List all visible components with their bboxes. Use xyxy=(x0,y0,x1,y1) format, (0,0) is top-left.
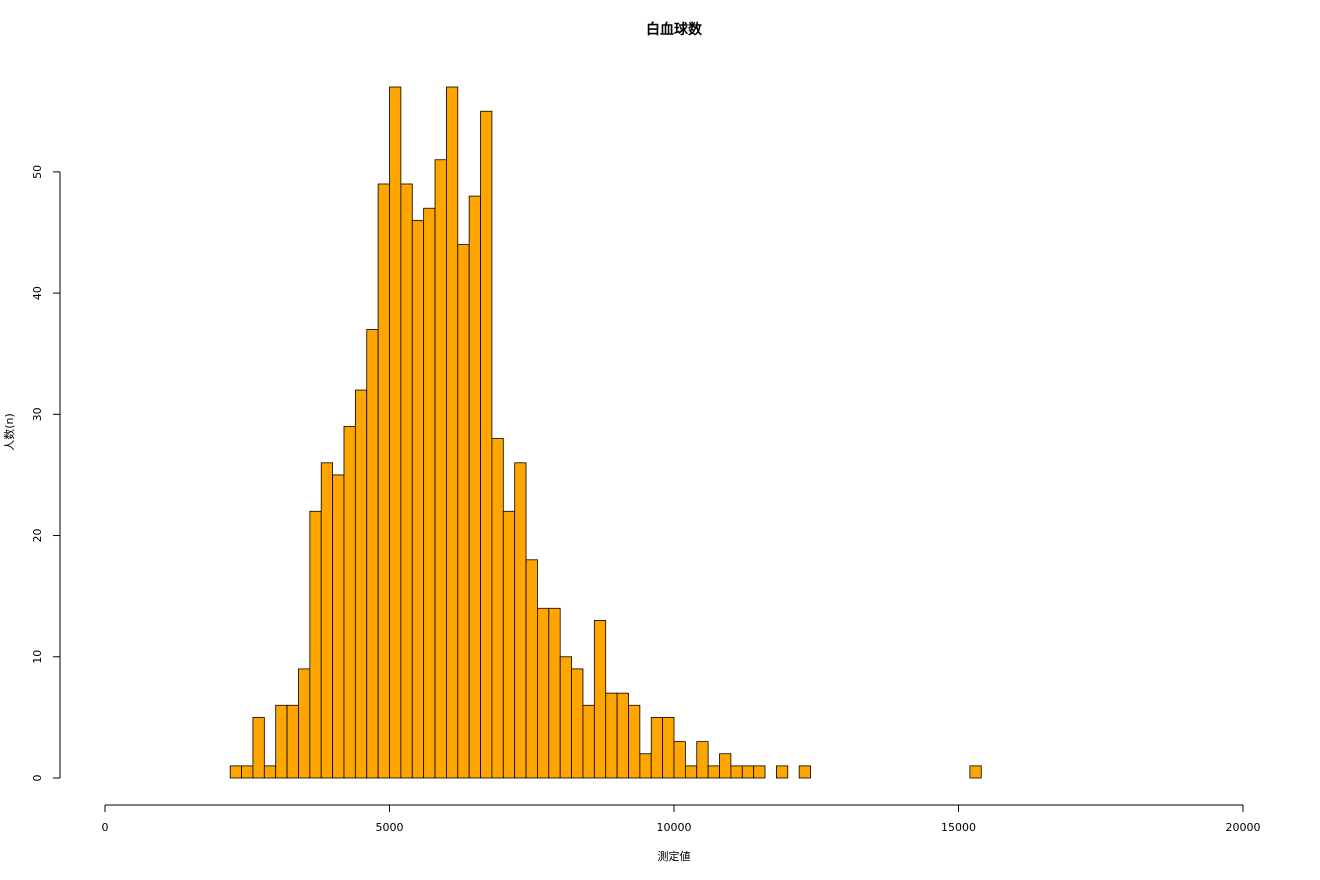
x-axis-label: 測定値 xyxy=(658,849,691,863)
y-tick-label: 20 xyxy=(31,529,44,543)
x-tick-label: 10000 xyxy=(657,821,692,834)
bar xyxy=(275,704,288,779)
bar xyxy=(241,765,254,779)
bar xyxy=(571,668,584,779)
bar xyxy=(400,183,413,779)
bar xyxy=(514,462,527,779)
bar xyxy=(309,510,322,779)
bar xyxy=(480,110,493,779)
bar xyxy=(798,765,811,779)
bar xyxy=(696,741,709,779)
x-tick-label: 15000 xyxy=(941,821,976,834)
x-tick-label: 0 xyxy=(102,821,109,834)
bar xyxy=(298,668,311,779)
x-tick-label: 20000 xyxy=(1226,821,1261,834)
y-tick-label: 40 xyxy=(31,286,44,300)
bar xyxy=(684,765,698,779)
bar xyxy=(707,765,720,779)
bar xyxy=(776,765,789,779)
y-tick-label: 50 xyxy=(31,165,44,179)
bar xyxy=(468,195,481,779)
bar xyxy=(559,656,572,779)
y-tick-label: 10 xyxy=(31,650,44,664)
bar xyxy=(229,765,242,779)
bar xyxy=(377,183,390,779)
bar xyxy=(639,753,652,779)
bar xyxy=(525,559,538,779)
bar xyxy=(719,753,732,779)
bar xyxy=(445,86,459,779)
bar xyxy=(354,389,368,779)
bar xyxy=(423,207,436,779)
bar xyxy=(730,765,743,779)
bar xyxy=(537,607,550,779)
bar xyxy=(252,716,265,779)
bar xyxy=(457,244,470,779)
bar xyxy=(673,741,686,779)
bar xyxy=(616,692,629,779)
bar xyxy=(332,474,345,779)
bar xyxy=(343,426,356,779)
bar xyxy=(582,704,595,779)
bar xyxy=(662,716,675,779)
bar xyxy=(969,765,982,779)
bar xyxy=(320,462,334,779)
bar xyxy=(286,704,299,779)
chart-title: 白血球数 xyxy=(646,21,703,38)
bar xyxy=(628,704,641,779)
bar xyxy=(491,438,504,779)
bar xyxy=(411,219,425,779)
y-axis-label: 人数(n) xyxy=(3,413,16,451)
bar xyxy=(650,716,664,779)
bar xyxy=(753,765,766,779)
bar xyxy=(502,510,516,779)
bar xyxy=(741,765,755,779)
bar xyxy=(366,329,379,779)
bar xyxy=(593,620,607,779)
bar xyxy=(389,86,402,779)
y-tick-label: 30 xyxy=(31,407,44,421)
x-tick-label: 5000 xyxy=(376,821,404,834)
bar xyxy=(605,692,618,779)
bar xyxy=(434,159,447,779)
bar xyxy=(263,765,277,779)
y-tick-label: 0 xyxy=(31,775,44,782)
bar xyxy=(548,607,561,779)
